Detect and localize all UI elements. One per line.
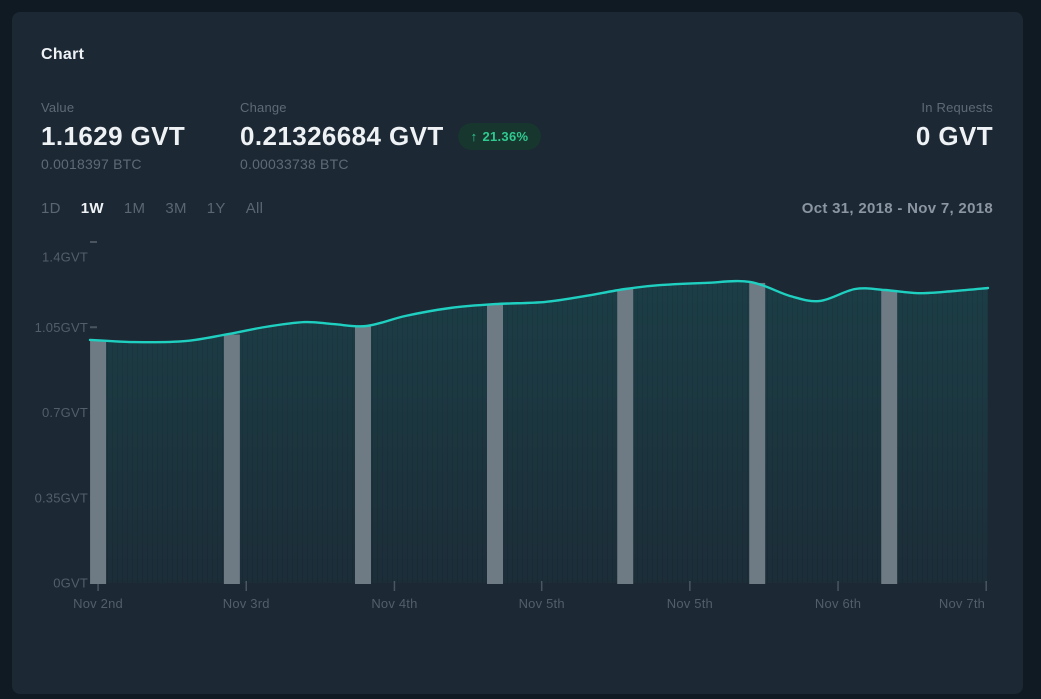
- y-axis-label: 0GVT: [53, 576, 88, 591]
- x-axis-label: Nov 2nd: [73, 596, 123, 611]
- change-percent-badge: ↑ 21.36%: [457, 122, 542, 150]
- stat-change-label: Change: [240, 100, 287, 115]
- x-axis-label: Nov 6th: [815, 596, 861, 611]
- stat-value-label: Value: [41, 100, 75, 115]
- stat-value-amount: 1.1629 GVT: [41, 121, 186, 151]
- x-axis-label: Nov 5th: [519, 596, 565, 611]
- series-line: [88, 279, 990, 344]
- marker-bar: [617, 289, 634, 584]
- stat-value: Value 1.1629 GVT 0.0018397 BTC: [41, 100, 240, 172]
- x-axis-label: Nov 3rd: [223, 596, 270, 611]
- change-percent-value: 21.36%: [482, 128, 529, 144]
- marker-bar: [486, 304, 503, 584]
- stat-in-requests: In Requests 0 GVT: [916, 100, 993, 151]
- x-axis-label: Nov 4th: [371, 596, 417, 611]
- marker-bar: [223, 334, 240, 584]
- up-arrow-icon: ↑: [470, 128, 478, 144]
- x-axis-label: Nov 7th: [939, 596, 985, 611]
- axis-labels: 1.4GVT 1.05GVT 0.7GVT 0.35GVT 0GVT Nov 2nd Nov…: [35, 250, 985, 612]
- tab-1d[interactable]: 1D: [41, 200, 61, 217]
- marker-bar: [90, 340, 107, 584]
- marker-bar: [881, 290, 898, 584]
- y-axis-label: 0.7GVT: [42, 405, 88, 420]
- date-range: Oct 31, 2018 - Nov 7, 2018: [801, 200, 993, 217]
- marker-bar: [749, 282, 766, 584]
- tab-3m[interactable]: 3M: [165, 200, 187, 217]
- stat-change-amount: 0.21326684 GVT: [240, 121, 444, 151]
- y-axis-label: 1.05GVT: [35, 320, 88, 335]
- card-title: Chart: [41, 46, 85, 63]
- stat-change-btc: 0.00033738 BTC: [240, 155, 349, 172]
- tab-1w[interactable]: 1W: [80, 200, 104, 217]
- x-axis-label: Nov 5th: [667, 596, 713, 611]
- tab-1y[interactable]: 1Y: [206, 200, 226, 217]
- stat-value-btc: 0.0018397 BTC: [41, 155, 142, 172]
- stat-in-requests-label: In Requests: [921, 100, 993, 115]
- tab-all[interactable]: All: [245, 200, 264, 217]
- stat-change: Change 0.21326684 GVT ↑ 21.36% 0.0003373…: [240, 100, 916, 172]
- marker-bars: [90, 282, 898, 584]
- chart-controls: 1D 1W 1M 3M 1Y All Oct 31, 2018 - Nov 7, 2018: [41, 200, 993, 217]
- marker-bar: [354, 325, 371, 584]
- price-chart[interactable]: 1.4GVT 1.05GVT 0.7GVT 0.35GVT 0GVT Nov 2nd Nov…: [12, 12, 1023, 694]
- tab-1m[interactable]: 1M: [123, 200, 146, 217]
- y-axis-label: 0.35GVT: [35, 490, 88, 505]
- period-tabs: 1D 1W 1M 3M 1Y All: [41, 200, 263, 217]
- chart-card: Chart Value 1.1629 GVT 0.0018397 BTC Cha…: [12, 12, 1023, 694]
- y-axis-label: 1.4GVT: [42, 250, 88, 265]
- stat-in-requests-amount: 0 GVT: [915, 121, 993, 151]
- stats-row: Value 1.1629 GVT 0.0018397 BTC Change 0.…: [41, 100, 993, 172]
